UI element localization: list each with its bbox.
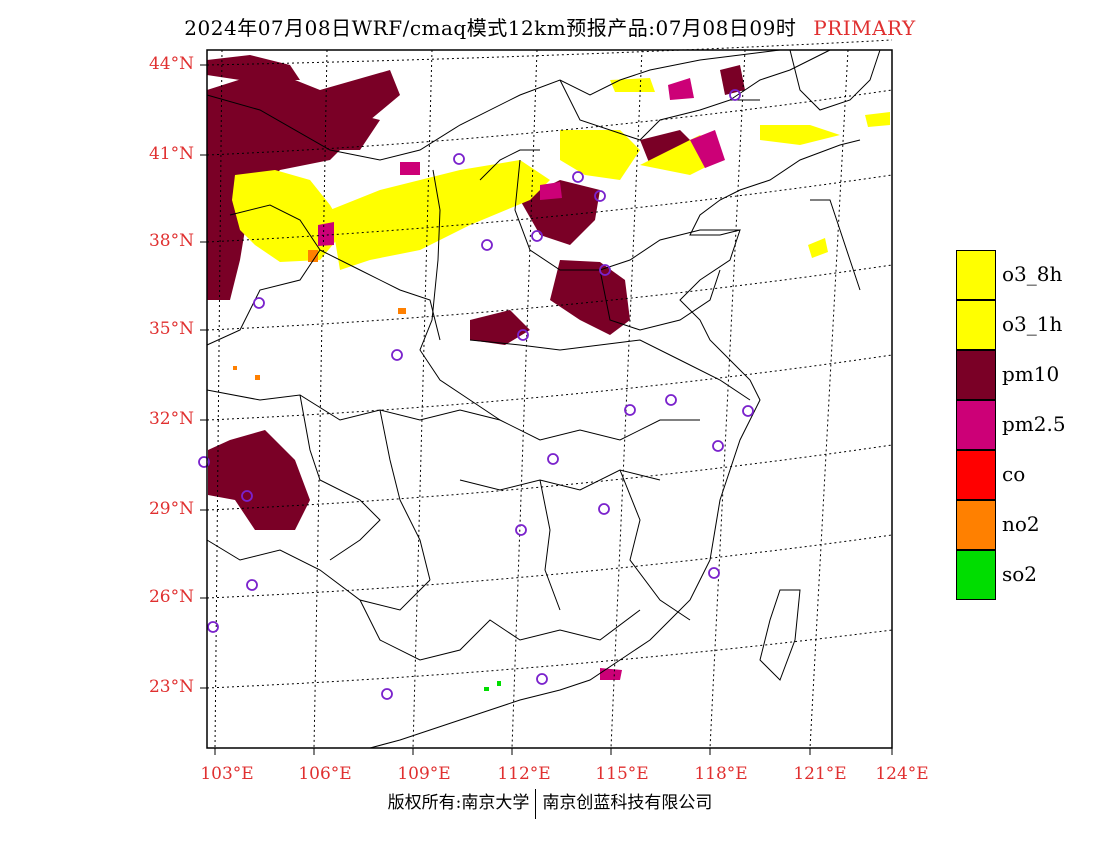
- copyright-footer: 版权所有:南京大学 南京创蓝科技有限公司: [0, 788, 1100, 819]
- lon-label: 112°E: [497, 764, 551, 784]
- station-markers: [198, 89, 754, 700]
- lon-label: 103°E: [200, 764, 254, 784]
- station-marker: [517, 329, 529, 341]
- station-marker: [241, 490, 253, 502]
- pm25-region-6: [600, 668, 622, 680]
- lat-label: 44°N: [148, 54, 194, 74]
- lon-label: 109°E: [397, 764, 451, 784]
- o3-region-edge: [865, 112, 890, 127]
- map-frame: [206, 49, 893, 749]
- o3-region-west: [232, 170, 345, 262]
- legend-item-o3-1h: o3_1h: [956, 300, 1100, 350]
- map-title: 2024年07月08日WRF/cmaq模式12km预报产品:07月08日09时 …: [0, 12, 1100, 41]
- legend-item-o3-8h: o3_8h: [956, 250, 1100, 300]
- pm25-areas: [318, 78, 725, 680]
- legend-item-so2: so2: [956, 550, 1100, 600]
- coastline: [369, 49, 881, 749]
- station-marker: [598, 503, 610, 515]
- lat-label: 41°N: [148, 144, 194, 164]
- lon-label: 118°E: [694, 764, 748, 784]
- pm10-areas: [207, 55, 745, 530]
- pm10-region-top: [207, 55, 300, 80]
- so2-areas: [484, 681, 501, 691]
- pm10-region-sichuan: [208, 430, 310, 530]
- station-marker: [253, 297, 265, 309]
- lat-label: 35°N: [148, 319, 194, 339]
- o3-region-northeast: [560, 130, 640, 180]
- station-marker: [712, 440, 724, 452]
- station-marker: [594, 190, 606, 202]
- pm25-region-4: [668, 78, 694, 100]
- legend-label: pm10: [1002, 362, 1060, 386]
- station-marker: [665, 394, 677, 406]
- graticule: [206, 39, 893, 749]
- station-marker: [481, 239, 493, 251]
- legend-label: co: [1002, 462, 1026, 486]
- station-marker: [391, 349, 403, 361]
- legend-item-co: co: [956, 450, 1100, 500]
- station-marker: [531, 230, 543, 242]
- station-marker: [198, 456, 210, 468]
- pm10-region-henan: [470, 310, 530, 345]
- title-primary-tag: PRIMARY: [813, 16, 916, 40]
- station-marker: [708, 567, 720, 579]
- station-marker: [536, 673, 548, 685]
- footer-separator: [535, 788, 537, 819]
- pm25-region-2: [318, 222, 334, 246]
- province-boundaries: [206, 49, 831, 661]
- legend-swatch: [956, 250, 996, 300]
- legend-label: o3_8h: [1002, 262, 1063, 286]
- pm10-region-inner: [250, 100, 380, 160]
- legend-swatch: [956, 350, 996, 400]
- station-marker: [547, 453, 559, 465]
- legend-label: pm2.5: [1002, 412, 1066, 436]
- lon-label: 106°E: [298, 764, 352, 784]
- legend-swatch: [956, 500, 996, 550]
- pm25-region-5: [400, 162, 420, 175]
- station-marker: [207, 621, 219, 633]
- station-marker: [381, 688, 393, 700]
- station-marker: [246, 579, 258, 591]
- legend-swatch: [956, 300, 996, 350]
- pm25-region-1: [690, 130, 725, 168]
- lon-label: 115°E: [595, 764, 649, 784]
- legend-swatch: [956, 550, 996, 600]
- station-marker: [742, 405, 754, 417]
- lat-label: 38°N: [148, 231, 194, 251]
- station-marker: [572, 171, 584, 183]
- station-marker: [729, 89, 741, 101]
- station-marker: [453, 153, 465, 165]
- legend-swatch: [956, 400, 996, 450]
- legend-item-no2: no2: [956, 500, 1100, 550]
- lat-label: 23°N: [148, 677, 194, 697]
- pm25-region-3: [540, 182, 562, 200]
- lon-label: 121°E: [793, 764, 847, 784]
- axis-ticks: [200, 64, 893, 755]
- map-frame-bg: [207, 50, 892, 748]
- station-marker: [599, 264, 611, 276]
- pm10-region-hebei: [550, 260, 630, 335]
- legend-label: o3_1h: [1002, 312, 1063, 336]
- title-text: 2024年07月08日WRF/cmaq模式12km预报产品:07月08日09时: [184, 16, 797, 40]
- lat-label: 32°N: [148, 409, 194, 429]
- lat-label: 26°N: [148, 587, 194, 607]
- copyright-right: 南京创蓝科技有限公司: [542, 793, 713, 813]
- no2-areas: [233, 250, 406, 380]
- legend-label: no2: [1002, 512, 1040, 536]
- station-marker: [624, 404, 636, 416]
- lat-label: 29°N: [148, 499, 194, 519]
- legend-item-pm10: pm10: [956, 350, 1100, 400]
- station-marker: [515, 524, 527, 536]
- legend-swatch: [956, 450, 996, 500]
- o3-region-liaoning: [760, 125, 840, 145]
- o3-region-sea: [808, 238, 828, 258]
- legend-label: so2: [1002, 562, 1038, 586]
- copyright-left: 版权所有:南京大学: [387, 793, 530, 813]
- o3-region-north: [610, 78, 655, 92]
- lon-label: 124°E: [875, 764, 929, 784]
- legend-item-pm25: pm2.5: [956, 400, 1100, 450]
- pm10-region-north: [720, 65, 745, 95]
